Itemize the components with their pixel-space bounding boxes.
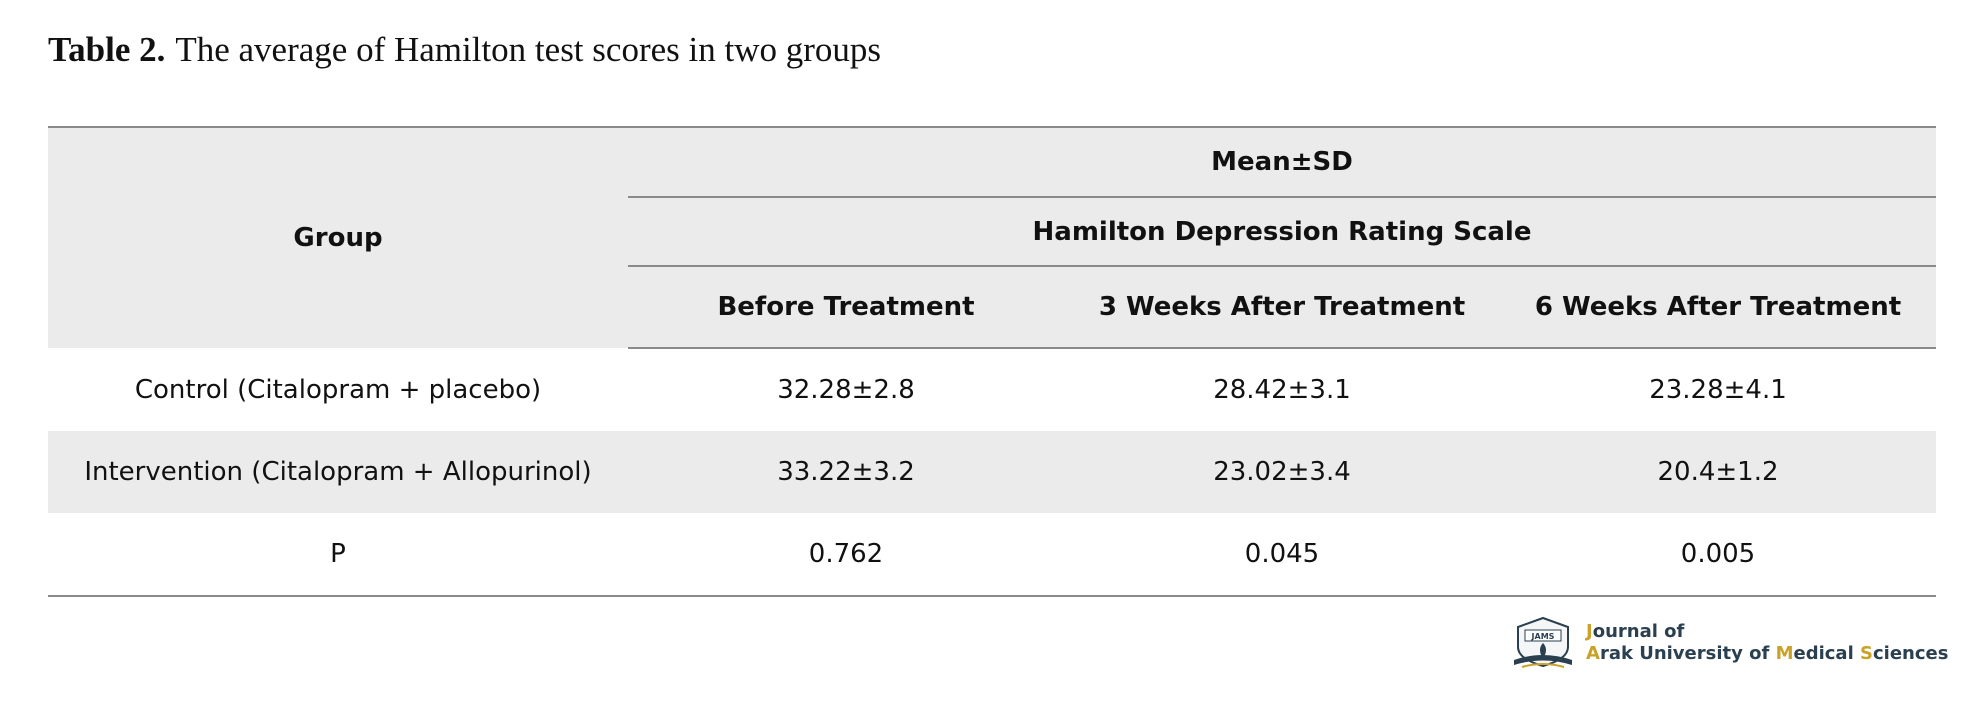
table-cell: 0.045: [1064, 513, 1500, 597]
table-row: P 0.762 0.045 0.005: [48, 513, 1936, 597]
table-caption: Table 2. The average of Hamilton test sco…: [48, 30, 881, 70]
journal-emblem-icon: JAMS: [1514, 616, 1572, 668]
table-row: Control (Citalopram + placebo) 32.28±2.8…: [48, 348, 1936, 431]
scale-header: Hamilton Depression Rating Scale: [628, 197, 1936, 267]
table-cell: 28.42±3.1: [1213, 375, 1351, 405]
stat-header: Mean±SD: [628, 126, 1936, 198]
row-group-label: Intervention (Citalopram + Allopurinol): [48, 431, 628, 513]
table-cell: 33.22±3.2: [628, 431, 1064, 513]
table-cell: 0.005: [1500, 513, 1936, 597]
table-cell: 23.02±3.4: [1064, 431, 1500, 513]
caption-text: The average of Hamilton test scores in t…: [175, 30, 881, 69]
table-cell: 23.28±4.1: [1649, 375, 1787, 405]
emblem-text: JAMS: [1531, 632, 1555, 641]
journal-name: Journal of Arak University of Medical Sc…: [1586, 621, 1948, 665]
row-group-label: P: [48, 513, 628, 597]
row-group-label: Control (Citalopram + placebo): [134, 374, 542, 405]
column-header-3-weeks: 3 Weeks After Treatment: [1064, 266, 1500, 349]
table-cell: 32.28±2.8: [777, 375, 915, 405]
column-header-before: Before Treatment: [628, 266, 1064, 349]
caption-label: Table 2.: [48, 30, 166, 69]
table-cell: 20.4±1.2: [1500, 431, 1936, 513]
hamilton-scores-table: Group Mean±SD Hamilton Depression Rating…: [48, 126, 1936, 597]
journal-name-line-1: Journal of: [1586, 621, 1685, 642]
table-row: Intervention (Citalopram + Allopurinol) …: [48, 431, 1936, 513]
group-column-header: Group: [48, 126, 628, 348]
journal-name-line-2: Arak University of Medical Sciences: [1586, 643, 1949, 664]
journal-logo: JAMS Journal of Arak University of Medic…: [1508, 614, 1948, 672]
column-header-6-weeks: 6 Weeks After Treatment: [1500, 266, 1936, 349]
table-cell: 0.762: [628, 513, 1064, 597]
